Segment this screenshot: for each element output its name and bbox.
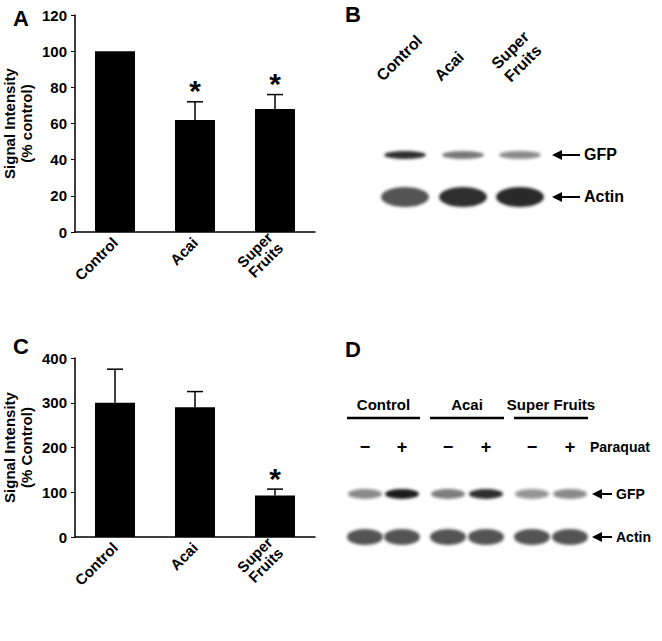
svg-text:GFP: GFP	[584, 146, 617, 163]
svg-text:−: −	[360, 437, 371, 457]
svg-text:Super Fruits: Super Fruits	[507, 396, 595, 413]
svg-text:Acai: Acai	[167, 539, 201, 573]
svg-text:Acai: Acai	[431, 48, 467, 84]
svg-text:Control: Control	[357, 396, 410, 413]
svg-text:−: −	[527, 437, 538, 457]
svg-text:300: 300	[42, 394, 67, 411]
svg-text:*: *	[269, 462, 281, 495]
svg-text:0: 0	[59, 224, 67, 241]
svg-text:400: 400	[42, 350, 67, 367]
svg-text:Paraquat: Paraquat	[590, 439, 650, 455]
svg-text:100: 100	[42, 43, 67, 60]
svg-text:120: 120	[42, 7, 67, 24]
svg-text:C: C	[13, 334, 29, 359]
svg-text:(% Control): (% Control)	[18, 407, 35, 488]
svg-text:Super: Super	[233, 533, 276, 576]
svg-text:+: +	[565, 437, 576, 457]
svg-text:+: +	[397, 437, 408, 457]
svg-text:200: 200	[42, 439, 67, 456]
svg-text:Acai: Acai	[167, 234, 201, 268]
svg-text:(% control): (% control)	[18, 84, 35, 162]
svg-text:Control: Control	[71, 539, 121, 589]
svg-text:Super: Super	[488, 28, 532, 72]
svg-text:GFP: GFP	[616, 486, 645, 502]
svg-text:Control: Control	[373, 32, 425, 84]
svg-text:100: 100	[42, 484, 67, 501]
svg-text:Actin: Actin	[584, 188, 624, 205]
svg-text:Actin: Actin	[616, 529, 651, 545]
svg-text:Signal Intensity: Signal Intensity	[1, 391, 18, 503]
svg-text:*: *	[189, 74, 201, 107]
svg-text:B: B	[345, 2, 361, 27]
svg-text:−: −	[443, 437, 454, 457]
svg-text:D: D	[345, 337, 361, 362]
svg-text:Signal Intensity: Signal Intensity	[1, 67, 18, 179]
svg-text:Fruits: Fruits	[245, 239, 286, 280]
svg-text:60: 60	[50, 115, 67, 132]
svg-text:0: 0	[59, 529, 67, 546]
svg-text:A: A	[13, 6, 29, 31]
svg-text:40: 40	[50, 151, 67, 168]
svg-text:*: *	[269, 67, 281, 100]
svg-text:20: 20	[50, 187, 67, 204]
svg-text:Acai: Acai	[451, 396, 483, 413]
svg-text:+: +	[481, 437, 492, 457]
svg-text:Control: Control	[71, 234, 121, 284]
svg-text:Super: Super	[233, 228, 276, 271]
svg-text:80: 80	[50, 79, 67, 96]
svg-text:Fruits: Fruits	[245, 544, 286, 585]
svg-text:Fruits: Fruits	[501, 42, 545, 86]
